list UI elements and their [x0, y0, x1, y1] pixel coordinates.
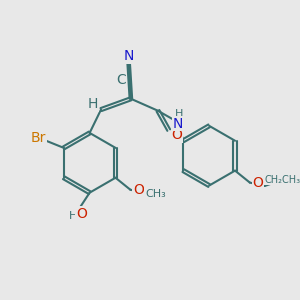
- Text: Br: Br: [31, 131, 46, 145]
- Text: H: H: [88, 97, 98, 111]
- Text: C: C: [116, 73, 125, 87]
- Text: H: H: [175, 109, 184, 118]
- Text: O: O: [76, 207, 87, 221]
- Text: O: O: [252, 176, 263, 190]
- Text: ’: ’: [75, 211, 79, 221]
- Text: O: O: [171, 128, 182, 142]
- Text: CH₂CH₃: CH₂CH₃: [264, 175, 300, 185]
- Text: H: H: [69, 211, 77, 221]
- Text: CH₃: CH₃: [145, 189, 166, 199]
- Text: N: N: [123, 49, 134, 63]
- Text: O: O: [133, 183, 144, 197]
- Text: N: N: [173, 116, 183, 130]
